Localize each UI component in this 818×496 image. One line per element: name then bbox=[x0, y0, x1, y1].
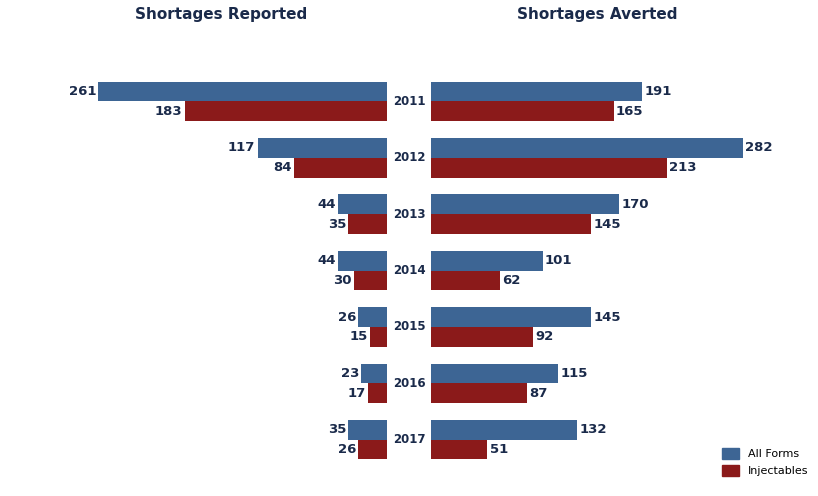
Text: 145: 145 bbox=[594, 218, 621, 231]
Text: 35: 35 bbox=[328, 423, 346, 436]
Text: 165: 165 bbox=[616, 105, 643, 118]
Bar bbox=[431, 383, 528, 403]
Bar bbox=[348, 214, 387, 234]
Text: 213: 213 bbox=[669, 161, 696, 174]
Bar bbox=[339, 251, 387, 270]
Text: 115: 115 bbox=[560, 367, 588, 380]
Text: 17: 17 bbox=[348, 387, 366, 400]
Text: 15: 15 bbox=[350, 330, 368, 343]
Text: 132: 132 bbox=[579, 423, 607, 436]
Text: 117: 117 bbox=[228, 141, 255, 154]
Text: 92: 92 bbox=[535, 330, 553, 343]
Bar bbox=[431, 327, 533, 347]
Bar bbox=[294, 158, 387, 178]
Text: 35: 35 bbox=[328, 218, 346, 231]
Text: 282: 282 bbox=[745, 141, 772, 154]
Text: 191: 191 bbox=[645, 85, 672, 98]
Text: 44: 44 bbox=[317, 198, 336, 211]
Text: Shortages Reported: Shortages Reported bbox=[135, 6, 308, 22]
Text: 2016: 2016 bbox=[393, 377, 425, 390]
Bar bbox=[431, 439, 488, 459]
Legend: All Forms, Injectables: All Forms, Injectables bbox=[717, 443, 812, 481]
Bar bbox=[431, 214, 591, 234]
Bar bbox=[431, 364, 558, 383]
Text: 26: 26 bbox=[338, 310, 356, 323]
Text: 23: 23 bbox=[341, 367, 359, 380]
Text: 26: 26 bbox=[338, 443, 356, 456]
Text: Shortages Averted: Shortages Averted bbox=[517, 6, 677, 22]
Bar bbox=[431, 307, 591, 327]
Text: 145: 145 bbox=[594, 310, 621, 323]
Bar bbox=[431, 82, 642, 102]
Text: 87: 87 bbox=[529, 387, 548, 400]
Bar bbox=[431, 158, 667, 178]
Text: 30: 30 bbox=[333, 274, 352, 287]
Bar bbox=[371, 327, 387, 347]
Bar bbox=[339, 194, 387, 214]
Bar bbox=[431, 138, 743, 158]
Bar bbox=[348, 420, 387, 439]
Bar bbox=[258, 138, 387, 158]
Bar bbox=[431, 102, 614, 121]
Bar bbox=[431, 194, 619, 214]
Text: 261: 261 bbox=[69, 85, 97, 98]
Text: 84: 84 bbox=[273, 161, 292, 174]
Bar bbox=[185, 102, 387, 121]
Bar bbox=[362, 364, 387, 383]
Text: 170: 170 bbox=[621, 198, 649, 211]
Text: 101: 101 bbox=[545, 254, 573, 267]
Bar bbox=[431, 420, 577, 439]
Bar bbox=[353, 270, 387, 290]
Text: 2017: 2017 bbox=[393, 433, 425, 446]
Text: 62: 62 bbox=[502, 274, 520, 287]
Text: 2015: 2015 bbox=[393, 320, 425, 333]
Text: 51: 51 bbox=[490, 443, 508, 456]
Bar bbox=[358, 439, 387, 459]
Bar bbox=[358, 307, 387, 327]
Text: 2013: 2013 bbox=[393, 208, 425, 221]
Text: 183: 183 bbox=[155, 105, 182, 118]
Bar bbox=[98, 82, 387, 102]
Bar bbox=[368, 383, 387, 403]
Text: 2014: 2014 bbox=[393, 264, 425, 277]
Text: 2012: 2012 bbox=[393, 151, 425, 164]
Bar bbox=[431, 270, 500, 290]
Bar bbox=[431, 251, 543, 270]
Text: 2011: 2011 bbox=[393, 95, 425, 108]
Text: 44: 44 bbox=[317, 254, 336, 267]
